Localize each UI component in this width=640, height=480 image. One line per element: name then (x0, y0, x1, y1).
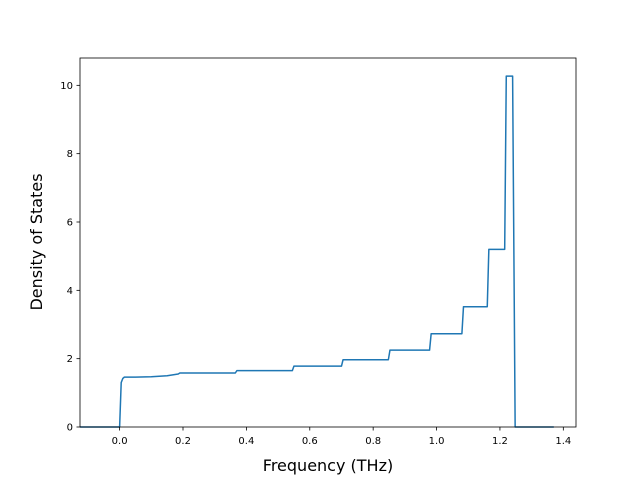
x-axis: 0.0 0.2 0.4 0.6 0.8 1.0 1.2 1.4 (112, 427, 571, 447)
x-tick-label: 1.0 (429, 436, 445, 447)
x-tick-label: 0.4 (238, 436, 254, 447)
x-tick-label: 0.6 (302, 436, 318, 447)
y-axis-label: Density of States (27, 173, 46, 310)
y-tick-label: 8 (67, 149, 73, 160)
x-axis-label: Frequency (THz) (263, 456, 393, 475)
x-tick-label: 1.4 (555, 436, 571, 447)
plot-area (79, 57, 577, 428)
x-tick-label: 0.0 (112, 436, 128, 447)
x-tick-label: 0.8 (365, 436, 381, 447)
y-axis: 0 2 4 6 8 10 (60, 81, 80, 434)
series-line-0 (80, 75, 554, 428)
y-tick-label: 4 (67, 286, 73, 297)
plot-frame (79, 57, 577, 428)
y-tick-label: 0 (67, 423, 73, 434)
x-tick-label: 0.2 (175, 436, 191, 447)
y-tick-label: 6 (67, 218, 73, 229)
y-tick-label: 2 (67, 354, 73, 365)
x-tick-label: 1.2 (492, 436, 508, 447)
y-tick-label: 10 (60, 81, 73, 92)
